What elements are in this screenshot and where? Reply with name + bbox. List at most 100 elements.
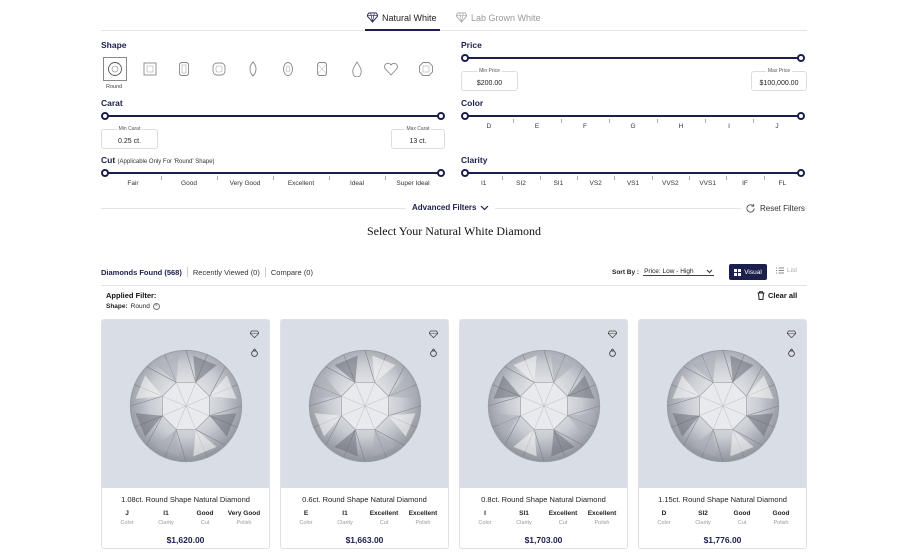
clarity-grade-label[interactable]: IF [742, 180, 748, 187]
list-view-button[interactable]: List [776, 267, 797, 274]
shape-option-marquise[interactable] [241, 57, 265, 81]
tab-label: Lab Grown White [471, 12, 541, 23]
color-grade-label[interactable]: H [678, 123, 684, 130]
carat-max-handle[interactable] [437, 112, 445, 120]
diamond-icon[interactable] [786, 330, 796, 340]
diamond-card[interactable]: 1.08ct. Round Shape Natural Diamond J Colo… [101, 319, 270, 549]
spec-value: Excellent [548, 510, 578, 517]
diamond-card[interactable]: 0.8ct. Round Shape Natural Diamond I Color… [459, 319, 628, 549]
color-grade-label[interactable]: J [775, 123, 779, 130]
cut-grade-label[interactable]: Good [181, 180, 197, 187]
clarity-grade-label[interactable]: VS1 [626, 180, 640, 187]
cut-min-handle[interactable] [101, 169, 109, 177]
clarity-grade-label[interactable]: VS2 [589, 180, 602, 187]
cut-grade-label[interactable]: Ideal [349, 180, 365, 187]
diamond-image-area[interactable] [281, 320, 448, 488]
diamond-image-area[interactable] [102, 320, 269, 488]
shape-option-round[interactable] [103, 57, 127, 81]
tab-natural-white[interactable]: Natural White [367, 12, 437, 23]
color-grade-label[interactable]: F [583, 123, 587, 130]
clarity-grade-label[interactable]: I1 [480, 180, 487, 187]
advanced-filters-button[interactable]: Advanced Filters [406, 203, 496, 212]
min-price-field[interactable]: Min Price $200.00 [461, 68, 518, 91]
diamonds-found-tab[interactable]: Diamonds Found (568) [101, 268, 182, 277]
reset-filters-button[interactable]: Reset Filters [741, 203, 805, 214]
shape-option-radiant[interactable] [310, 57, 334, 81]
selected-shape-label: Round [106, 84, 123, 90]
clarity-grade-label[interactable]: VVS1 [699, 180, 716, 187]
diamond-icon[interactable] [428, 330, 438, 340]
grade-divider [705, 119, 706, 123]
spec-value: I1 [342, 510, 348, 517]
compare-tab[interactable]: Compare (0) [271, 268, 313, 277]
cut-grade-label[interactable]: Fair [127, 180, 139, 187]
shape-option-oval[interactable] [276, 57, 300, 81]
recently-viewed-tab[interactable]: Recently Viewed (0) [193, 268, 260, 277]
clarity-max-handle[interactable] [797, 169, 805, 177]
color-grade-label[interactable]: G [630, 123, 636, 130]
diamond-icon[interactable] [249, 330, 259, 340]
shape-option-emerald[interactable] [172, 57, 196, 81]
max-price-field[interactable]: Max Price $100,000.00 [751, 68, 807, 91]
clarity-min-handle[interactable] [461, 169, 469, 177]
color-grade-label[interactable]: E [534, 123, 540, 130]
recent-label: Recently Viewed [192, 267, 249, 277]
ring-icon[interactable] [428, 348, 438, 358]
color-min-handle[interactable] [461, 112, 469, 120]
ring-icon[interactable] [249, 348, 259, 358]
diamond-card[interactable]: 1.15ct. Round Shape Natural Diamond D Colo… [638, 319, 807, 549]
shape-option-cushion[interactable] [207, 57, 231, 81]
spec-color: D Color [645, 510, 683, 526]
diamond-image-area[interactable] [460, 320, 627, 488]
spec-label: Cut [737, 520, 747, 526]
spec-value: Good [733, 510, 751, 517]
clarity-grade-label[interactable]: FL [778, 180, 787, 187]
tab-lab-grown-white[interactable]: Lab Grown White [456, 12, 541, 23]
ring-icon[interactable] [786, 348, 796, 358]
diamond-image-area[interactable] [639, 320, 806, 488]
diamond-icon [456, 12, 467, 23]
shape-option-heart[interactable] [379, 57, 403, 81]
clarity-grade-label[interactable]: SI1 [553, 180, 564, 187]
price-max-handle[interactable] [797, 54, 805, 62]
carat-slider[interactable] [101, 112, 445, 120]
reset-icon [746, 203, 755, 213]
cut-grade-label[interactable]: Very Good [229, 180, 261, 187]
diamond-icon[interactable] [607, 330, 617, 340]
color-max-handle[interactable] [797, 112, 805, 120]
max-carat-field[interactable]: Max Carat 13 ct. [391, 126, 445, 149]
diamond-title[interactable]: 0.6ct. Round Shape Natural Diamond [302, 495, 427, 504]
remove-filter-icon[interactable]: × [152, 303, 160, 310]
clarity-slider[interactable] [461, 169, 805, 180]
spec-label: Polish [236, 520, 252, 526]
ring-icon[interactable] [607, 348, 617, 358]
cut-grade-label[interactable]: Excellent [287, 180, 315, 187]
color-grade-label[interactable]: I [728, 123, 730, 130]
diamond-card[interactable]: 0.6ct. Round Shape Natural Diamond E Color… [280, 319, 449, 549]
min-carat-field[interactable]: Min Carat 0.25 ct. [101, 126, 158, 149]
clarity-grade-label[interactable]: VVS2 [662, 180, 679, 187]
visual-view-button[interactable]: Visual [729, 264, 767, 280]
cushion-shape-icon [212, 62, 225, 76]
shape-option-asscher[interactable] [414, 57, 438, 81]
cut-slider[interactable] [101, 169, 445, 180]
clarity-grade-label[interactable]: SI2 [516, 180, 526, 187]
color-grade-label[interactable]: D [486, 123, 492, 130]
shape-option-princess[interactable] [138, 57, 162, 81]
clear-all-button[interactable]: Clear all [757, 291, 797, 300]
shape-option-pear[interactable] [345, 57, 369, 81]
sort-select[interactable]: Price: Low - High [643, 268, 714, 276]
cut-grade-label[interactable]: Super Ideal [396, 180, 430, 187]
price-slider[interactable] [461, 54, 805, 62]
diamond-title[interactable]: 1.08ct. Round Shape Natural Diamond [121, 495, 250, 504]
spec-value: J [125, 510, 129, 517]
princess-shape-icon [143, 62, 156, 76]
pear-shape-icon [351, 61, 362, 77]
color-slider[interactable] [461, 112, 805, 123]
carat-min-handle[interactable] [101, 112, 109, 120]
diamond-title[interactable]: 0.8ct. Round Shape Natural Diamond [481, 495, 606, 504]
diamond-title[interactable]: 1.15ct. Round Shape Natural Diamond [658, 495, 787, 504]
diamond-price: $1,703.00 [524, 535, 563, 545]
cut-max-handle[interactable] [437, 169, 445, 177]
price-min-handle[interactable] [461, 54, 469, 62]
